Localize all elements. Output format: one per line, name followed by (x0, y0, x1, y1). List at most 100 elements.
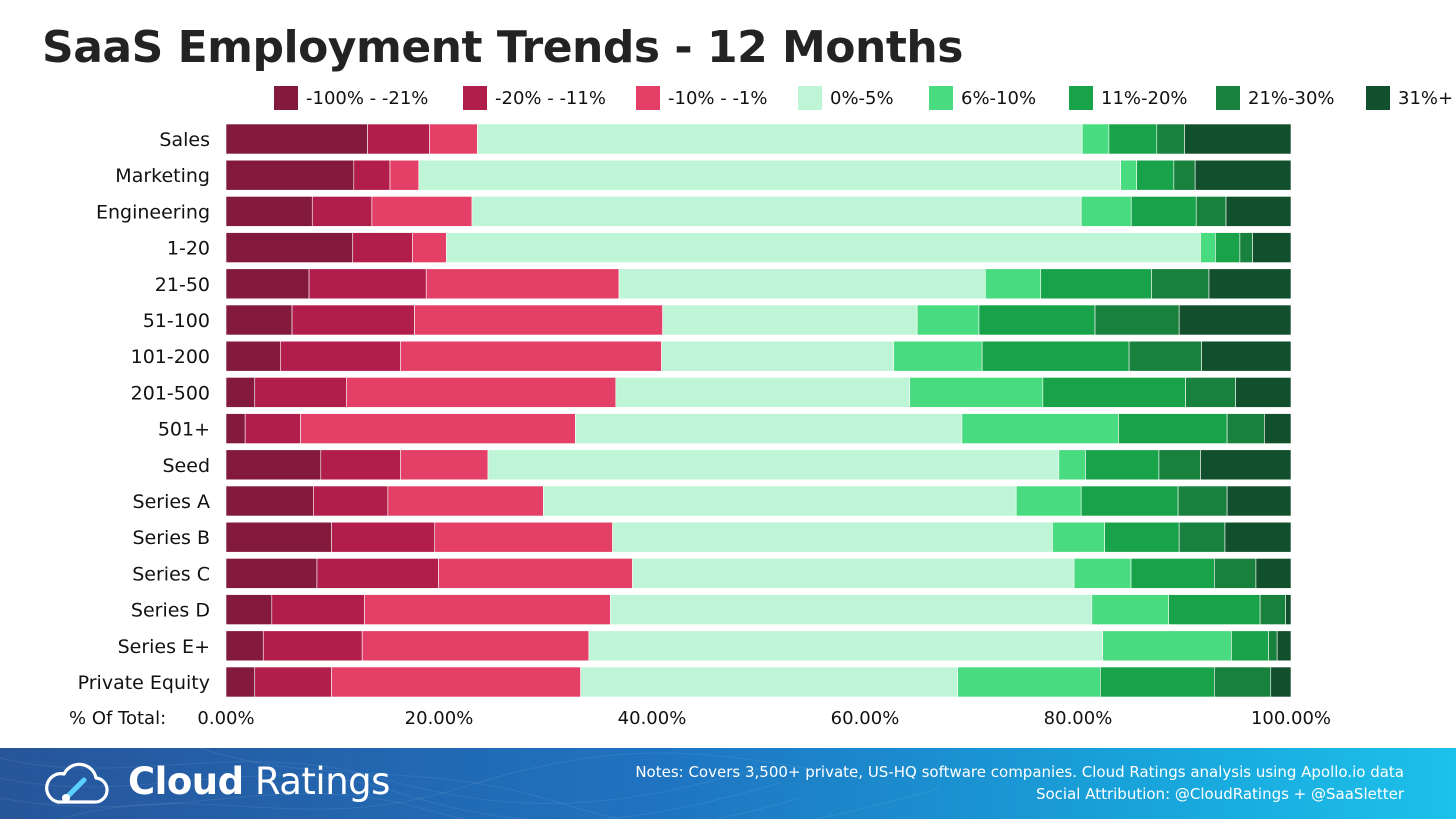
bar-segment (1128, 340, 1202, 372)
bar-segment (225, 521, 332, 553)
bar-segment (352, 232, 413, 263)
bar-segment (225, 413, 246, 444)
bar-segment (1177, 485, 1228, 517)
bar-segment (1235, 377, 1292, 408)
bar-segment (1052, 521, 1105, 553)
category-label: Series B (132, 527, 210, 549)
bar-segment (1214, 666, 1272, 698)
bar-segment (425, 268, 620, 300)
bar-segment (978, 304, 1096, 336)
bar-segment (225, 304, 293, 336)
x-tick-label: 60.00% (831, 708, 900, 729)
bar-segment (1042, 377, 1186, 408)
stacked-bar-chart: Sales Marketing Engineering 1-20 21-50 51-100… (69, 123, 1331, 729)
cloud-gauge-icon (45, 762, 109, 804)
bar-segment (254, 377, 347, 408)
category-label: 1-20 (167, 238, 210, 260)
bar-segment (254, 666, 332, 698)
category-label: Series C (132, 563, 210, 585)
bar-segment (412, 232, 447, 263)
bar-segment (471, 196, 1082, 227)
bar-segment (1130, 196, 1197, 227)
bar-segment (225, 377, 256, 408)
bar-segment (1268, 630, 1278, 662)
bar-segment (225, 558, 318, 589)
bar-segment (225, 123, 368, 155)
bar-segment (225, 485, 314, 517)
bar-segment (271, 594, 365, 625)
bar-segment (400, 449, 489, 481)
bar-segment (1208, 268, 1292, 300)
bar-segment (1231, 630, 1269, 662)
bar-segment (434, 521, 613, 553)
bar-segment (414, 304, 663, 336)
bar-segment (1194, 159, 1292, 191)
category-label: 501+ (158, 419, 210, 441)
bar-segment (400, 340, 662, 372)
bar-segment (1215, 232, 1241, 263)
bar-segment (225, 268, 310, 300)
bar-segment (985, 268, 1042, 300)
bar-segment (291, 304, 415, 336)
bar-segment (1151, 268, 1210, 300)
bar-segment (429, 123, 478, 155)
bar-segment (225, 594, 273, 625)
bar-segment (612, 521, 1053, 553)
bar-segment (331, 521, 436, 553)
bar-segment (961, 413, 1119, 444)
bar-segment (1094, 304, 1180, 336)
bar-segment (1226, 413, 1265, 444)
bar-segment (1108, 123, 1158, 155)
bar-segment (1184, 123, 1292, 155)
x-tick-label: 40.00% (618, 708, 687, 729)
bar-segment (1104, 521, 1180, 553)
bar-segment (909, 377, 1044, 408)
bar-segment (575, 413, 963, 444)
bar-segment (1214, 558, 1257, 589)
brand-name: Cloud Ratings (128, 760, 390, 803)
bar-segment (1200, 232, 1216, 263)
bar-segment (361, 630, 590, 662)
bar-segment (308, 268, 427, 300)
x-tick-label: 0.00% (197, 708, 254, 729)
brand-name-light: Ratings (254, 760, 391, 803)
bar-segment (632, 558, 1075, 589)
footer-banner: Cloud Ratings Notes: Covers 3,500+ priva… (0, 748, 1456, 819)
x-axis-label: % Of Total: (69, 708, 166, 729)
footer-pattern (0, 748, 941, 819)
bar-segment (446, 232, 1201, 263)
bar-segment (487, 449, 1060, 481)
bar-segment (981, 340, 1130, 372)
brand-name-bold: Cloud (128, 760, 244, 803)
bar-segment (1015, 485, 1082, 517)
category-label: Series A (133, 491, 210, 513)
bar-segment (438, 558, 633, 589)
bar-segment (1158, 449, 1201, 481)
attribution-line: Social Attribution: @CloudRatings + @Saa… (1035, 785, 1404, 803)
x-tick-label: 80.00% (1044, 708, 1113, 729)
bar-segment (1255, 558, 1292, 589)
bar-segment (1285, 594, 1292, 625)
category-label: 21-50 (155, 274, 210, 296)
category-label: Private Equity (78, 672, 210, 694)
bar-segment (300, 413, 576, 444)
bar-segment (1085, 449, 1160, 481)
bar-segment (1239, 232, 1253, 263)
bar-segment (1080, 485, 1179, 517)
bar-segment (262, 630, 363, 662)
bar-segment (1264, 413, 1292, 444)
bar-segment (225, 630, 264, 662)
bar-segment (280, 340, 401, 372)
bar-segment (1259, 594, 1286, 625)
bar-segment (387, 485, 544, 517)
bar-segment (331, 666, 581, 698)
bar-segment (1195, 196, 1227, 227)
category-label: Engineering (96, 201, 210, 223)
bar-segment (316, 558, 439, 589)
bar-segment (389, 159, 420, 191)
bar-segment (1100, 666, 1215, 698)
bar-segment (371, 196, 473, 227)
footer-notes: Notes: Covers 3,500+ private, US-HQ soft… (635, 761, 1404, 805)
bar-segment (225, 449, 322, 481)
bar-segment (916, 304, 980, 336)
